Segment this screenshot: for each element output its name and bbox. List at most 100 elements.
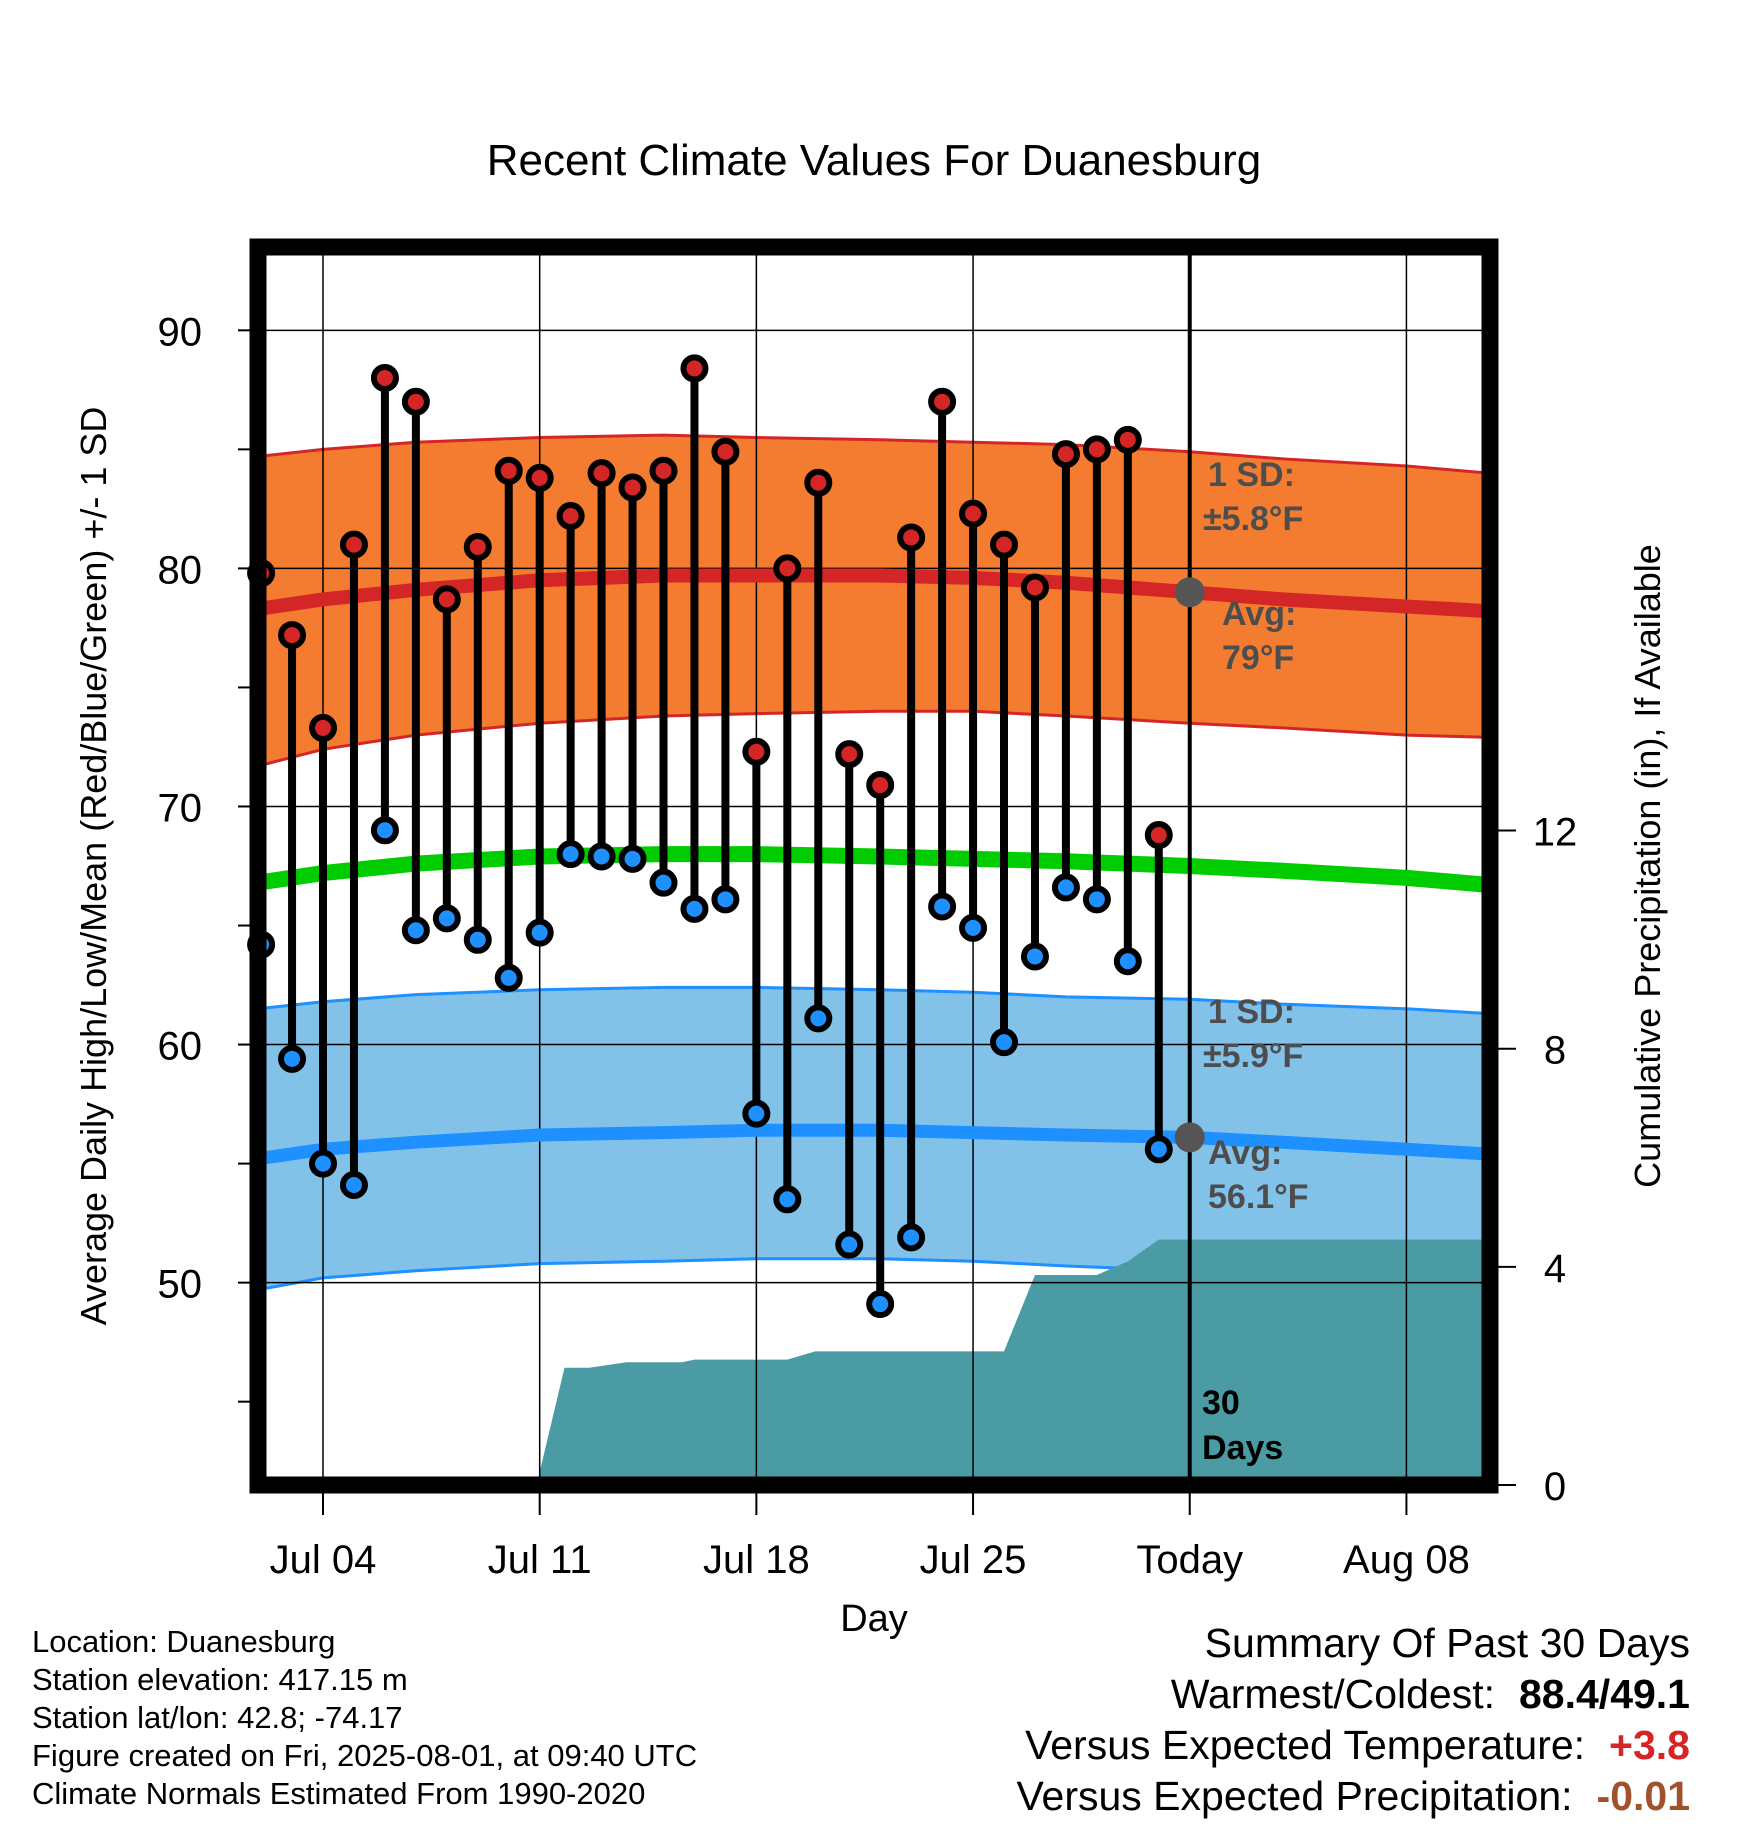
precip-anomaly-value: -0.01 xyxy=(1596,1773,1690,1819)
high-sd-label: 1 SD: xyxy=(1208,456,1295,494)
warmest-coldest-row: Warmest/Coldest: 88.4/49.1 xyxy=(1016,1671,1690,1722)
warmest-coldest-value: 88.4/49.1 xyxy=(1519,1671,1690,1717)
daily-low-point xyxy=(339,1171,368,1200)
window-label-number: 30 xyxy=(1202,1384,1240,1422)
low-avg-marker xyxy=(1174,1122,1205,1153)
x-tick-label: Today xyxy=(1136,1538,1243,1582)
y2-axis-label: Cumulative Precipitation (in), If Availa… xyxy=(1627,544,1668,1188)
chart-title: Recent Climate Values For Duanesburg xyxy=(487,136,1261,185)
daily-low-point xyxy=(1020,942,1049,971)
daily-high-point xyxy=(1051,440,1080,469)
daily-low-point xyxy=(742,1099,771,1128)
x-tick-label: Jul 25 xyxy=(920,1538,1027,1582)
daily-high-point xyxy=(587,459,616,488)
daily-high-point xyxy=(339,530,368,559)
x-tick-label: Jul 18 xyxy=(703,1538,810,1582)
daily-high-point xyxy=(959,499,988,528)
low-avg-value: 56.1°F xyxy=(1208,1178,1309,1216)
daily-low-point xyxy=(959,913,988,942)
y-axis: 50 60 70 80 90 xyxy=(158,310,250,1403)
daily-high-point xyxy=(309,713,338,742)
daily-low-point xyxy=(556,840,585,869)
daily-low-point xyxy=(649,868,678,897)
daily-low-point xyxy=(278,1044,307,1073)
low-sd-label: 1 SD: xyxy=(1208,993,1295,1031)
daily-low-point xyxy=(1113,947,1142,976)
daily-high-point xyxy=(401,387,430,416)
y2-tick-label: 0 xyxy=(1544,1465,1566,1509)
daily-high-point xyxy=(897,523,926,552)
temp-anomaly-label: Versus Expected Temperature: xyxy=(1025,1722,1586,1768)
high-avg-marker xyxy=(1174,577,1205,608)
daily-high-point xyxy=(835,740,864,769)
y2-tick-label: 12 xyxy=(1533,811,1578,855)
precip-area xyxy=(536,1239,1490,1485)
high-sd-value: ±5.8°F xyxy=(1203,500,1303,538)
daily-high-point xyxy=(680,354,709,383)
daily-low-point xyxy=(990,1028,1019,1057)
annotations: 1 SD: ±5.8°F Avg: 79°F 1 SD: ±5.9°F Avg:… xyxy=(1202,456,1309,1467)
daily-low-point xyxy=(401,916,430,945)
daily-low-point xyxy=(432,904,461,933)
daily-high-point xyxy=(463,532,492,561)
daily-low-point xyxy=(835,1230,864,1259)
x-axis-label: Day xyxy=(840,1598,908,1640)
high-avg-label: Avg: xyxy=(1222,595,1296,633)
daily-high-point xyxy=(525,463,554,492)
daily-high-point xyxy=(494,456,523,485)
x-tick-label: Jul 11 xyxy=(488,1538,592,1582)
daily-low-point xyxy=(463,925,492,954)
y-axis-label: Average Daily High/Low/Mean (Red/Blue/Gr… xyxy=(73,407,114,1326)
daily-low-point xyxy=(866,1290,895,1319)
low-sd-value: ±5.9°F xyxy=(1203,1037,1303,1075)
daily-high-point xyxy=(370,363,399,392)
precip-anomaly-row: Versus Expected Precipitation: -0.01 xyxy=(1016,1773,1690,1824)
daily-high-point xyxy=(618,473,647,502)
temp-anomaly-value: +3.8 xyxy=(1609,1722,1690,1768)
daily-high-point xyxy=(742,737,771,766)
daily-high-point xyxy=(1113,425,1142,454)
daily-low-point xyxy=(494,963,523,992)
mean-line xyxy=(258,846,1490,893)
daily-high-point xyxy=(1020,573,1049,602)
summary-panel: Summary Of Past 30 Days Warmest/Coldest:… xyxy=(1016,1620,1690,1824)
warmest-coldest-label: Warmest/Coldest: xyxy=(1170,1671,1495,1717)
low-sd-band xyxy=(258,987,1490,1290)
daily-low-point xyxy=(1144,1135,1173,1164)
normals-text: Climate Normals Estimated From 1990-2020 xyxy=(32,1776,646,1811)
y-tick-label: 90 xyxy=(158,310,203,354)
daily-low-point xyxy=(525,918,554,947)
daily-low-point xyxy=(773,1185,802,1214)
daily-high-point xyxy=(1082,435,1111,464)
daily-high-point xyxy=(432,585,461,614)
precip-anomaly-label: Versus Expected Precipitation: xyxy=(1016,1773,1573,1819)
daily-low-point xyxy=(618,844,647,873)
daily-low-point xyxy=(804,1004,833,1033)
created-text: Figure created on Fri, 2025-08-01, at 09… xyxy=(32,1738,698,1773)
summary-title: Summary Of Past 30 Days xyxy=(1204,1620,1690,1666)
daily-low-point xyxy=(370,816,399,845)
low-avg-label: Avg: xyxy=(1208,1134,1282,1172)
window-label-unit: Days xyxy=(1202,1429,1283,1467)
daily-low-point xyxy=(587,842,616,871)
y-tick-label: 60 xyxy=(158,1025,203,1069)
y-tick-label: 80 xyxy=(158,548,203,592)
temp-anomaly-row: Versus Expected Temperature: +3.8 xyxy=(1016,1722,1690,1773)
daily-high-point xyxy=(1144,821,1173,850)
daily-high-point xyxy=(866,771,895,800)
x-axis: Jul 04 Jul 11 Jul 18 Jul 25 Today Aug 08 xyxy=(270,1493,1470,1582)
daily-high-point xyxy=(278,621,307,650)
location-text: Location: Duanesburg xyxy=(32,1624,336,1659)
daily-low-point xyxy=(711,885,740,914)
daily-high-point xyxy=(556,502,585,531)
daily-high-point xyxy=(711,437,740,466)
x-tick-label: Jul 04 xyxy=(270,1538,377,1582)
daily-high-point xyxy=(990,530,1019,559)
daily-high-point xyxy=(773,554,802,583)
y2-tick-label: 8 xyxy=(1544,1029,1566,1073)
daily-low-point xyxy=(1082,885,1111,914)
y-tick-label: 50 xyxy=(158,1263,203,1307)
daily-high-point xyxy=(928,387,957,416)
elevation-text: Station elevation: 417.15 m xyxy=(32,1662,408,1697)
